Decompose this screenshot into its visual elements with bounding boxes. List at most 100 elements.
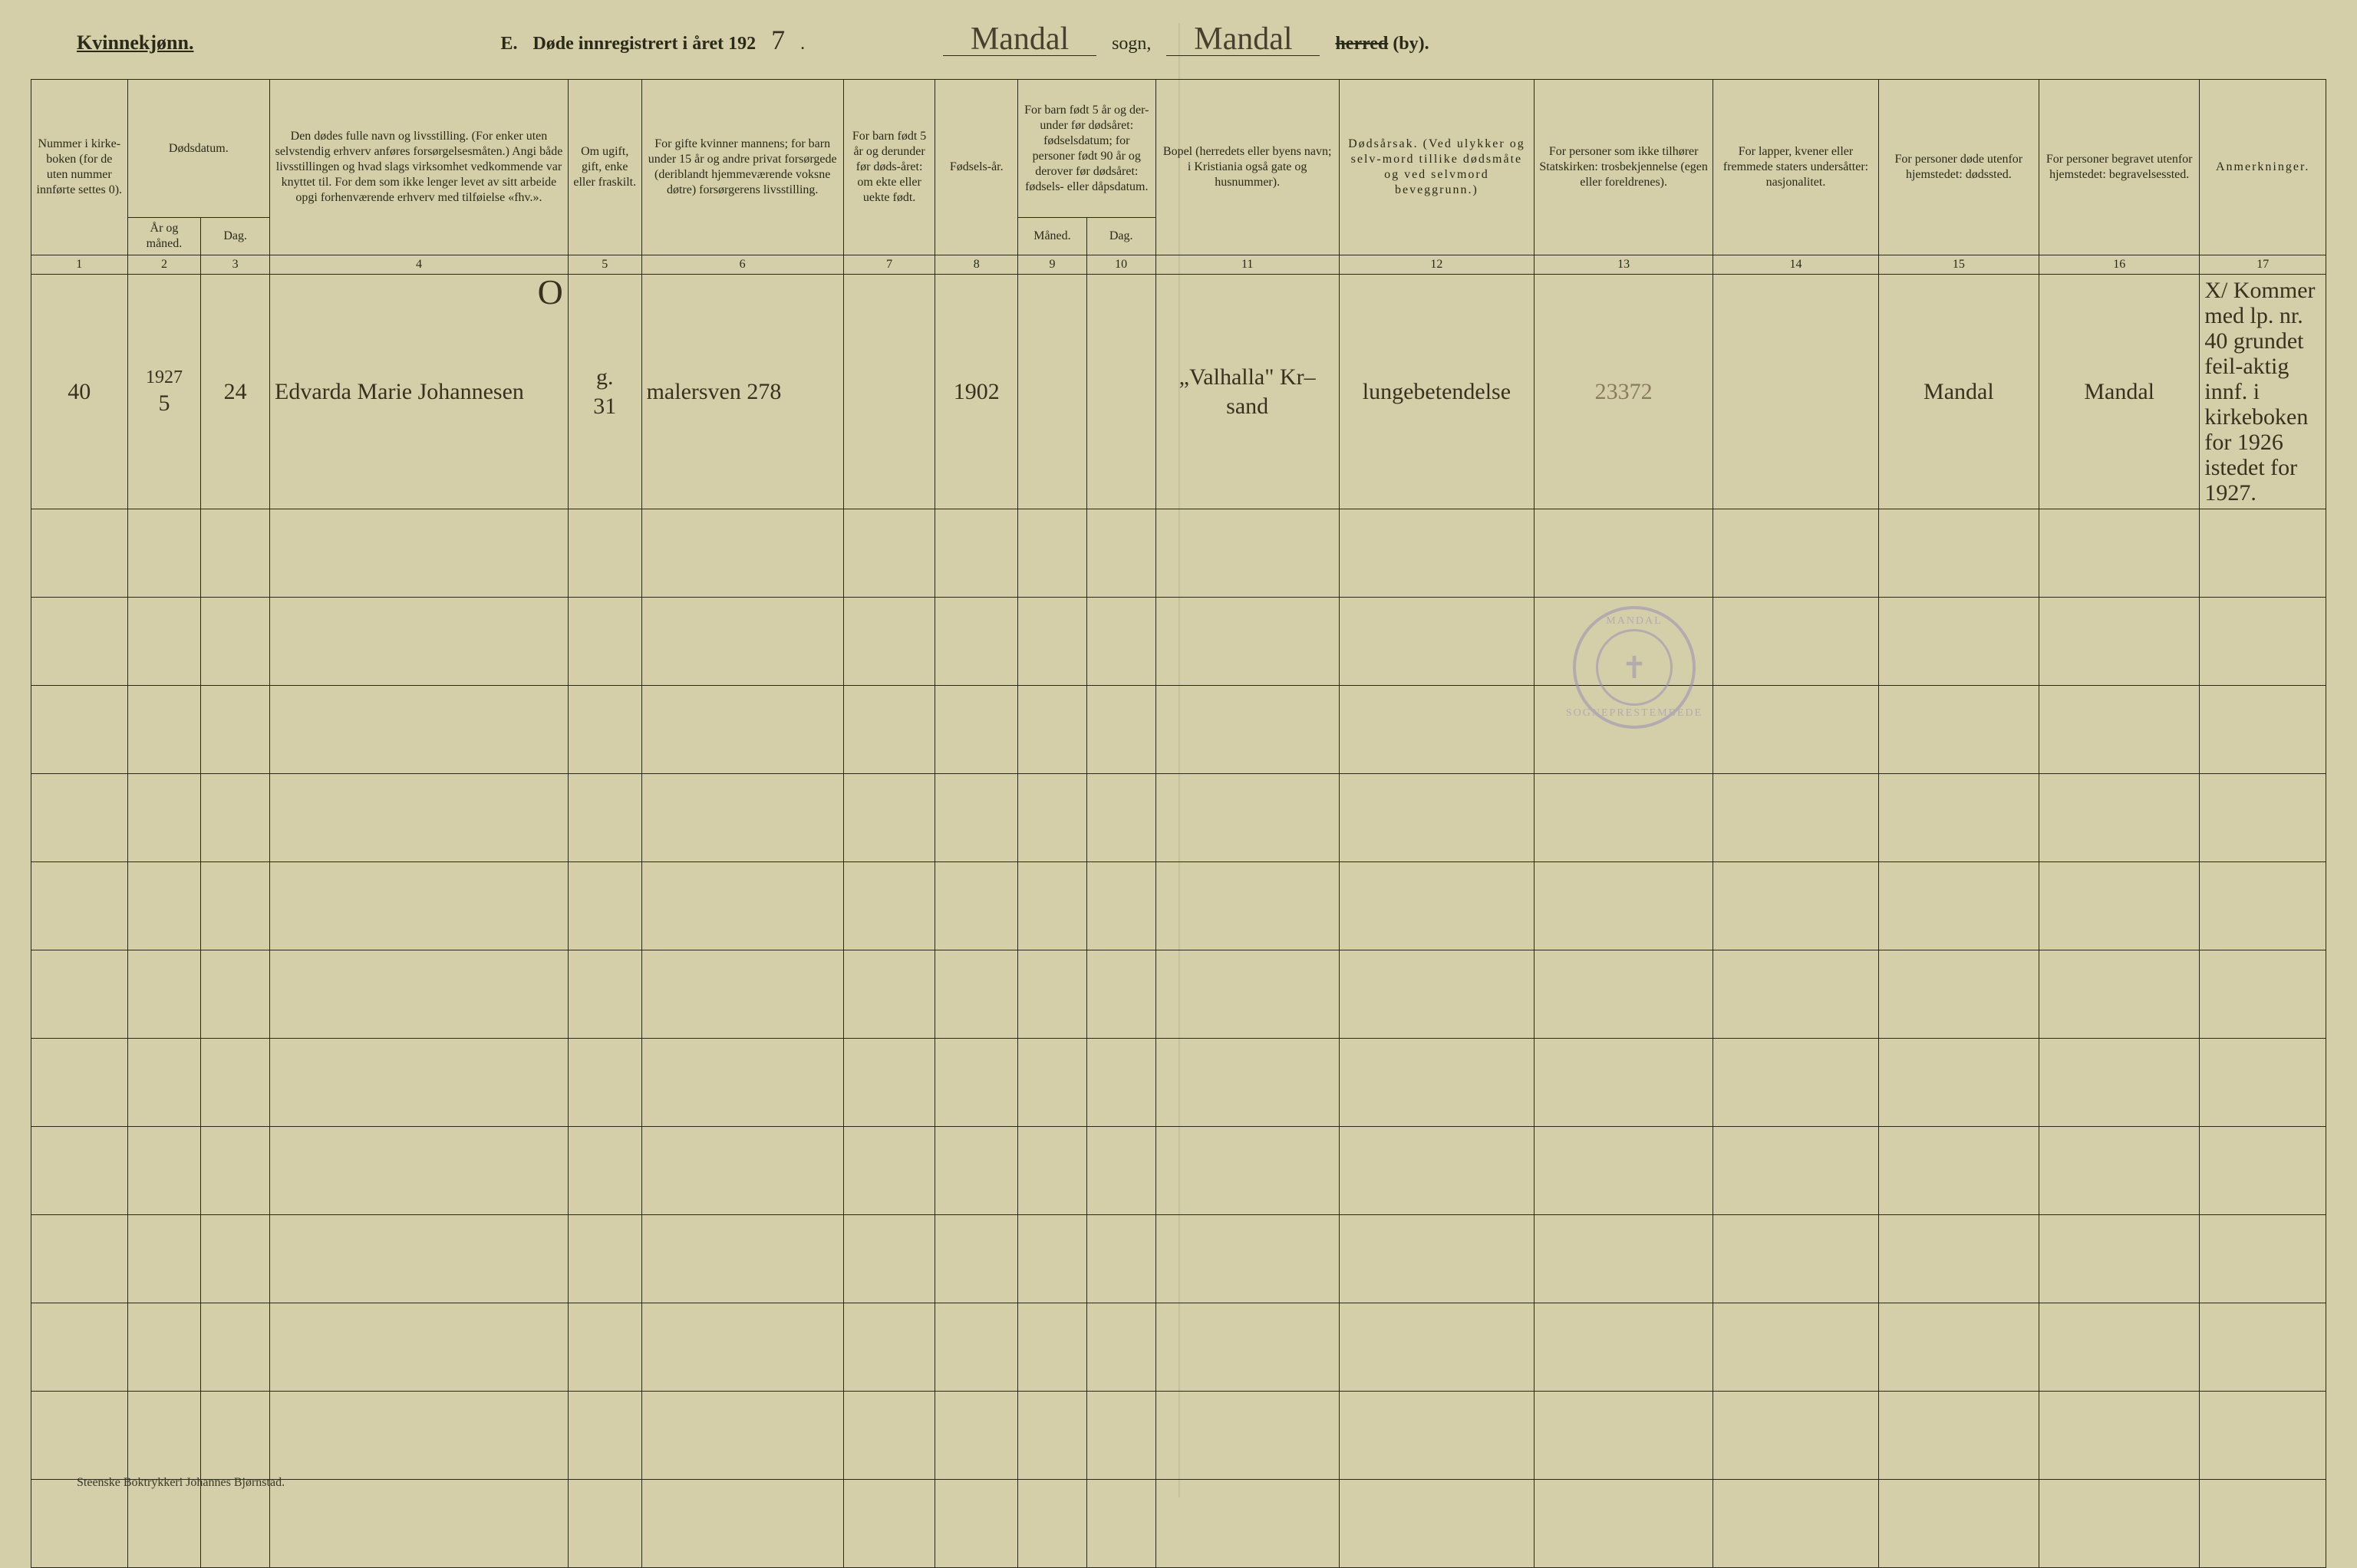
- empty-cell: [568, 950, 641, 1039]
- herred-by: herred (by).: [1335, 34, 1429, 54]
- empty-cell: [1155, 1480, 1339, 1568]
- empty-cell: [641, 1127, 843, 1215]
- empty-cell: [2039, 1392, 2200, 1480]
- colnum: 7: [843, 255, 935, 275]
- empty-cell: [201, 598, 270, 686]
- entry-status-val: g.: [573, 363, 637, 392]
- empty-cell: [1339, 1392, 1534, 1480]
- entry-birth-month: [1018, 275, 1087, 509]
- empty-cell: [31, 598, 128, 686]
- empty-cell: [201, 1480, 270, 1568]
- empty-cell: [568, 598, 641, 686]
- entry-name: Edvarda Marie Johannesen O: [270, 275, 569, 509]
- empty-cell: [201, 774, 270, 862]
- gender-label: Kvinnekjønn.: [77, 31, 193, 54]
- empty-cell: [568, 862, 641, 950]
- entry-month-val: 5: [133, 389, 196, 418]
- empty-cell: [1155, 774, 1339, 862]
- empty-cell: [270, 598, 569, 686]
- empty-cell: [1713, 598, 1878, 686]
- empty-cell: [1086, 1215, 1155, 1303]
- empty-cell: [1878, 1303, 2039, 1392]
- empty-cell: [2200, 598, 2326, 686]
- empty-cell: [641, 1303, 843, 1392]
- empty-cell: [1155, 1039, 1339, 1127]
- empty-cell: [1339, 1303, 1534, 1392]
- col-15-header: For personer døde utenfor hjemstedet: dø…: [1878, 80, 2039, 255]
- empty-cell: [2039, 1480, 2200, 1568]
- colnum: 4: [270, 255, 569, 275]
- empty-cell: [1086, 1480, 1155, 1568]
- empty-cell: [201, 1215, 270, 1303]
- empty-cell: [843, 1303, 935, 1392]
- herred-value: Mandal: [1166, 23, 1320, 56]
- empty-cell: [1018, 862, 1087, 950]
- empty-cell: [935, 1039, 1018, 1127]
- parish-stamp: MANDAL ✝ SOGNEPRESTEMBEDE: [1573, 606, 1696, 729]
- empty-cell: [1339, 686, 1534, 774]
- empty-cell: [2039, 509, 2200, 598]
- empty-cell: [2200, 686, 2326, 774]
- col-6-header: For gifte kvinner mannens; for barn unde…: [641, 80, 843, 255]
- empty-cell: [1713, 686, 1878, 774]
- empty-cell: [1086, 1303, 1155, 1392]
- empty-cell: [2200, 1303, 2326, 1392]
- empty-cell: [201, 686, 270, 774]
- empty-cell: [127, 1039, 201, 1127]
- empty-cell: [1713, 1480, 1878, 1568]
- empty-cell: [31, 950, 128, 1039]
- empty-cell: [843, 1039, 935, 1127]
- empty-cell: [935, 1392, 1018, 1480]
- empty-cell: [1086, 774, 1155, 862]
- empty-cell: [1018, 1480, 1087, 1568]
- empty-cell: [1878, 1480, 2039, 1568]
- empty-cell: [1878, 1127, 2039, 1215]
- empty-cell: [1018, 686, 1087, 774]
- empty-cell: [201, 1039, 270, 1127]
- empty-cell: [1155, 1392, 1339, 1480]
- entry-annotation: X/ Kommer med lp. nr. 40 grundet feil-ak…: [2200, 275, 2326, 509]
- empty-cell: [568, 1392, 641, 1480]
- col-2a-header: År og måned.: [127, 218, 201, 255]
- empty-cell: [2039, 1039, 2200, 1127]
- empty-cell: [1018, 950, 1087, 1039]
- empty-cell: [2200, 1215, 2326, 1303]
- empty-cell: [641, 862, 843, 950]
- empty-cell: [1713, 1215, 1878, 1303]
- empty-cell: [2200, 1480, 2326, 1568]
- empty-cell: [935, 1480, 1018, 1568]
- empty-cell: [843, 774, 935, 862]
- entry-nasj: [1713, 275, 1878, 509]
- empty-cell: [1155, 862, 1339, 950]
- empty-cell: [31, 1480, 128, 1568]
- empty-cell: [843, 1480, 935, 1568]
- col-4-header: Den dødes fulle navn og livsstilling. (F…: [270, 80, 569, 255]
- col-9b-header: Dag.: [1086, 218, 1155, 255]
- col-9a-header: Måned.: [1018, 218, 1087, 255]
- sogn-label: sogn,: [1112, 34, 1151, 54]
- empty-cell: [127, 509, 201, 598]
- empty-cell: [843, 1127, 935, 1215]
- col-17-header: Anmerkninger.: [2200, 80, 2326, 255]
- empty-cell: [935, 862, 1018, 950]
- entry-month: 1927 5: [127, 275, 201, 509]
- entry-tros: 23372: [1535, 275, 1713, 509]
- empty-cell: [31, 1215, 128, 1303]
- empty-cell: [2039, 1215, 2200, 1303]
- col-16-header: For personer begravet utenfor hjemstedet…: [2039, 80, 2200, 255]
- register-page: Kvinnekjønn. E. Døde innregistrert i åre…: [31, 23, 2326, 1497]
- colnum: 12: [1339, 255, 1534, 275]
- empty-cell: [935, 1303, 1018, 1392]
- empty-cell: [270, 1480, 569, 1568]
- col-12-header: Dødsårsak. (Ved ulykker og selv-mord til…: [1339, 80, 1534, 255]
- empty-cell: [270, 1039, 569, 1127]
- empty-cell: [935, 686, 1018, 774]
- col-7-header: For barn født 5 år og derunder før døds-…: [843, 80, 935, 255]
- empty-cell: [127, 598, 201, 686]
- herred-strike: herred: [1335, 34, 1388, 54]
- empty-cell: [568, 509, 641, 598]
- empty-cell: [1535, 1303, 1713, 1392]
- empty-cell: [641, 686, 843, 774]
- col-2-main: Dødsdatum.: [127, 80, 269, 218]
- entry-year-above: 1927: [133, 366, 196, 389]
